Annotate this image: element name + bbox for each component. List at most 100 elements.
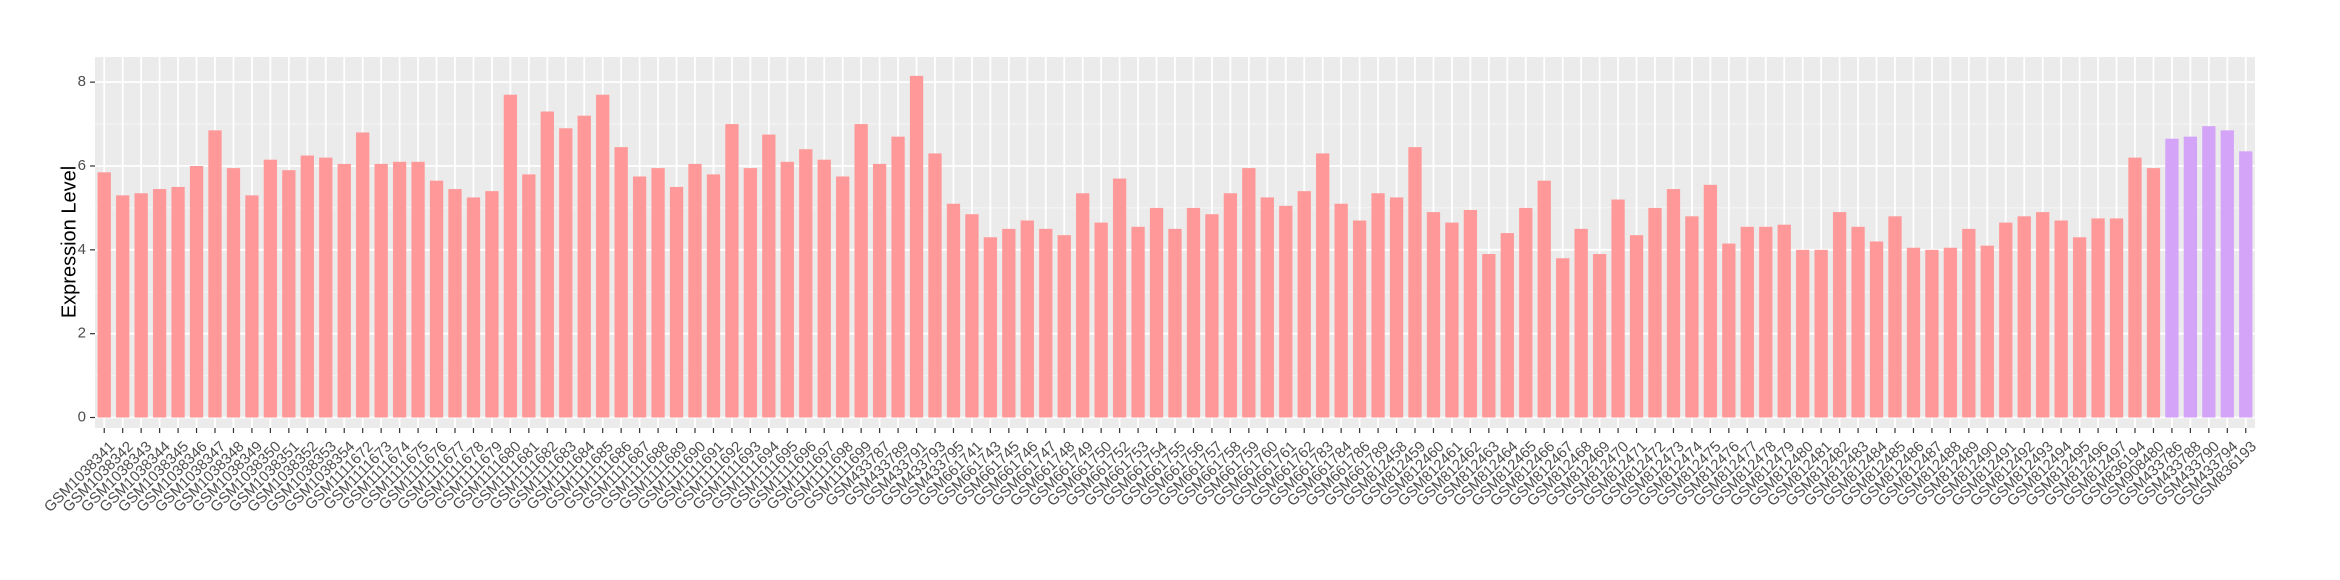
bar xyxy=(1020,220,1034,418)
bar xyxy=(1002,228,1016,418)
bar xyxy=(189,165,204,418)
bar xyxy=(466,197,481,418)
bar xyxy=(1980,245,1994,418)
y-axis-label: Expression Level xyxy=(58,166,80,318)
bar xyxy=(171,186,185,418)
bar xyxy=(1500,233,1514,418)
bar xyxy=(1832,212,1847,418)
bar xyxy=(152,189,167,418)
bar xyxy=(1722,243,1736,418)
bar xyxy=(2072,237,2087,418)
bar xyxy=(1149,207,1164,418)
bar xyxy=(872,163,887,418)
bar xyxy=(909,75,924,418)
bar xyxy=(1759,226,1773,418)
bar xyxy=(1777,224,1791,418)
bar xyxy=(1906,247,1921,418)
bar xyxy=(2239,151,2253,418)
bar xyxy=(2183,136,2198,418)
bar xyxy=(429,180,444,418)
bar xyxy=(2128,157,2142,418)
bar xyxy=(559,128,573,418)
bar xyxy=(1445,222,1459,418)
y-tick-label: 8 xyxy=(78,73,86,90)
bar xyxy=(632,176,647,418)
bar xyxy=(1869,241,1884,418)
bar xyxy=(2091,218,2105,418)
bar xyxy=(2054,220,2068,418)
bar xyxy=(596,94,610,418)
bar xyxy=(356,132,370,418)
bar xyxy=(1112,178,1127,418)
bar xyxy=(614,147,628,418)
bar xyxy=(1740,226,1754,418)
bar xyxy=(134,193,148,418)
bar xyxy=(688,163,702,418)
bar xyxy=(263,159,278,418)
bar xyxy=(2146,168,2161,418)
bar xyxy=(799,149,813,418)
bar xyxy=(485,191,499,418)
bar xyxy=(1999,222,2013,418)
bar xyxy=(1519,207,1533,418)
bar xyxy=(669,186,684,418)
bar xyxy=(1297,191,1311,418)
y-tick-label: 6 xyxy=(78,157,86,174)
bar xyxy=(503,94,518,418)
bar xyxy=(817,159,831,418)
bar xyxy=(836,176,850,418)
bar xyxy=(1482,254,1496,418)
bar xyxy=(1426,212,1441,418)
bar xyxy=(448,189,462,418)
bar xyxy=(1242,168,1256,418)
bar xyxy=(1039,228,1053,418)
bar xyxy=(2017,216,2031,418)
y-tick-label: 0 xyxy=(78,408,86,425)
bar xyxy=(208,130,222,418)
bar xyxy=(891,136,905,418)
bar xyxy=(540,111,554,418)
bar xyxy=(1814,249,1828,418)
bar xyxy=(1851,226,1865,418)
bar xyxy=(2165,138,2179,418)
y-tick-label: 4 xyxy=(78,241,86,258)
bar xyxy=(1463,210,1478,418)
bar xyxy=(1057,235,1071,418)
bar xyxy=(116,195,130,418)
bar xyxy=(1556,258,1570,418)
bar xyxy=(1925,249,1939,418)
bar xyxy=(1648,207,1662,418)
bar xyxy=(411,161,425,418)
bar xyxy=(2109,218,2124,418)
bar xyxy=(928,153,942,418)
bar xyxy=(245,195,259,418)
bar xyxy=(1703,184,1718,418)
bar xyxy=(226,168,241,418)
bar xyxy=(1943,247,1958,418)
bar xyxy=(1352,220,1367,418)
bar xyxy=(1408,147,1422,418)
bar xyxy=(743,168,758,418)
bar xyxy=(392,161,407,418)
bar xyxy=(725,124,739,418)
bar xyxy=(1962,228,1976,418)
bar xyxy=(2202,126,2216,418)
bar xyxy=(1371,193,1385,418)
bar xyxy=(1205,214,1219,418)
bar xyxy=(1279,205,1293,418)
bar xyxy=(337,163,351,418)
bar xyxy=(854,124,868,418)
bar xyxy=(1796,249,1810,418)
bar xyxy=(1685,216,1699,418)
bar xyxy=(1223,193,1238,418)
bar xyxy=(1168,228,1182,418)
bar xyxy=(1592,254,1607,418)
bar xyxy=(780,161,794,418)
bar xyxy=(97,172,111,418)
bar xyxy=(1334,203,1348,418)
bar xyxy=(1666,189,1681,418)
bar xyxy=(577,115,591,418)
bar xyxy=(1574,228,1588,418)
bar xyxy=(1629,235,1644,418)
